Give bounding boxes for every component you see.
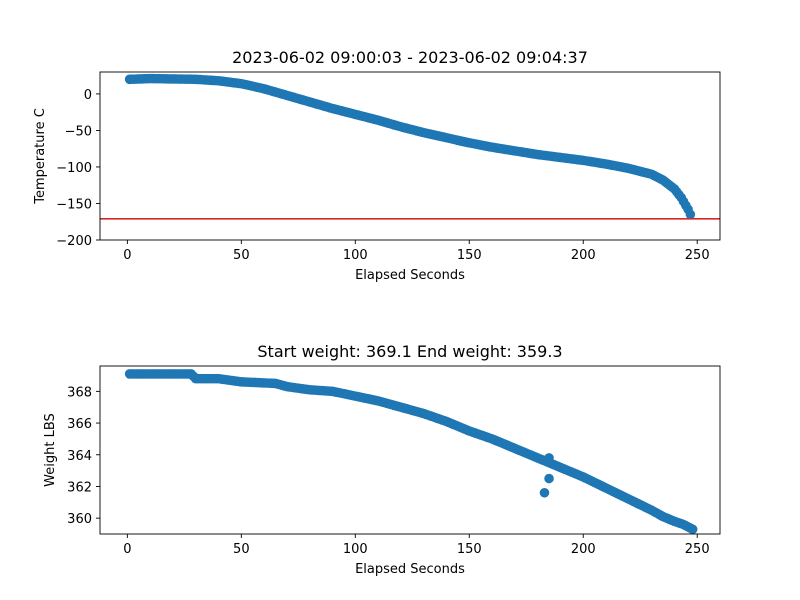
y-tick-label: 360 [67,512,92,527]
y-axis-label: Weight LBS [43,413,58,487]
y-tick-label: 364 [67,449,92,464]
x-axis-label: Elapsed Seconds [355,268,465,283]
x-tick-label: 50 [233,248,250,263]
x-tick-label: 150 [457,542,482,557]
x-tick-label: 250 [685,248,710,263]
weight-panel: 0 50 100 150 200 250 360 362 364 366 368 Start weig… [43,342,721,577]
data-point [685,209,696,220]
y-tick-label: 362 [67,480,92,495]
x-tick-label: 0 [123,542,131,557]
y-tick-label: −200 [56,234,92,249]
y-tick-label: 366 [67,417,92,432]
y-tick-label: −150 [56,197,92,212]
y-tick-label: 368 [67,385,92,400]
x-tick-label: 200 [571,248,596,263]
y-tick-label: 0 [84,88,92,103]
x-tick-label: 150 [457,248,482,263]
plot-frame [99,71,721,241]
x-tick-label: 0 [123,248,131,263]
outlier-point [544,473,554,484]
y-tick-label: −100 [56,161,92,176]
x-tick-label: 50 [233,542,250,557]
x-tick-label: 200 [571,542,596,557]
x-tick-label: 100 [343,248,368,263]
data-points [124,369,698,535]
y-axis-label: Temperature C [33,108,48,205]
x-tick-label: 100 [343,542,368,557]
chart-title: Start weight: 369.1 End weight: 359.3 [257,342,562,361]
outlier-point [544,453,554,463]
temperature-panel: 0 50 100 150 200 250 0 −50 −100 −150 −200 2023-06-0… [33,48,721,283]
x-tick-label: 250 [685,542,710,557]
outlier-point [539,487,550,498]
data-point [687,524,698,535]
y-tick-label: −50 [65,124,92,139]
data-points [124,73,696,220]
x-axis-label: Elapsed Seconds [355,562,465,577]
plot-frame [99,365,721,535]
chart-title: 2023-06-02 09:00:03 - 2023-06-02 09:04:3… [232,48,588,67]
